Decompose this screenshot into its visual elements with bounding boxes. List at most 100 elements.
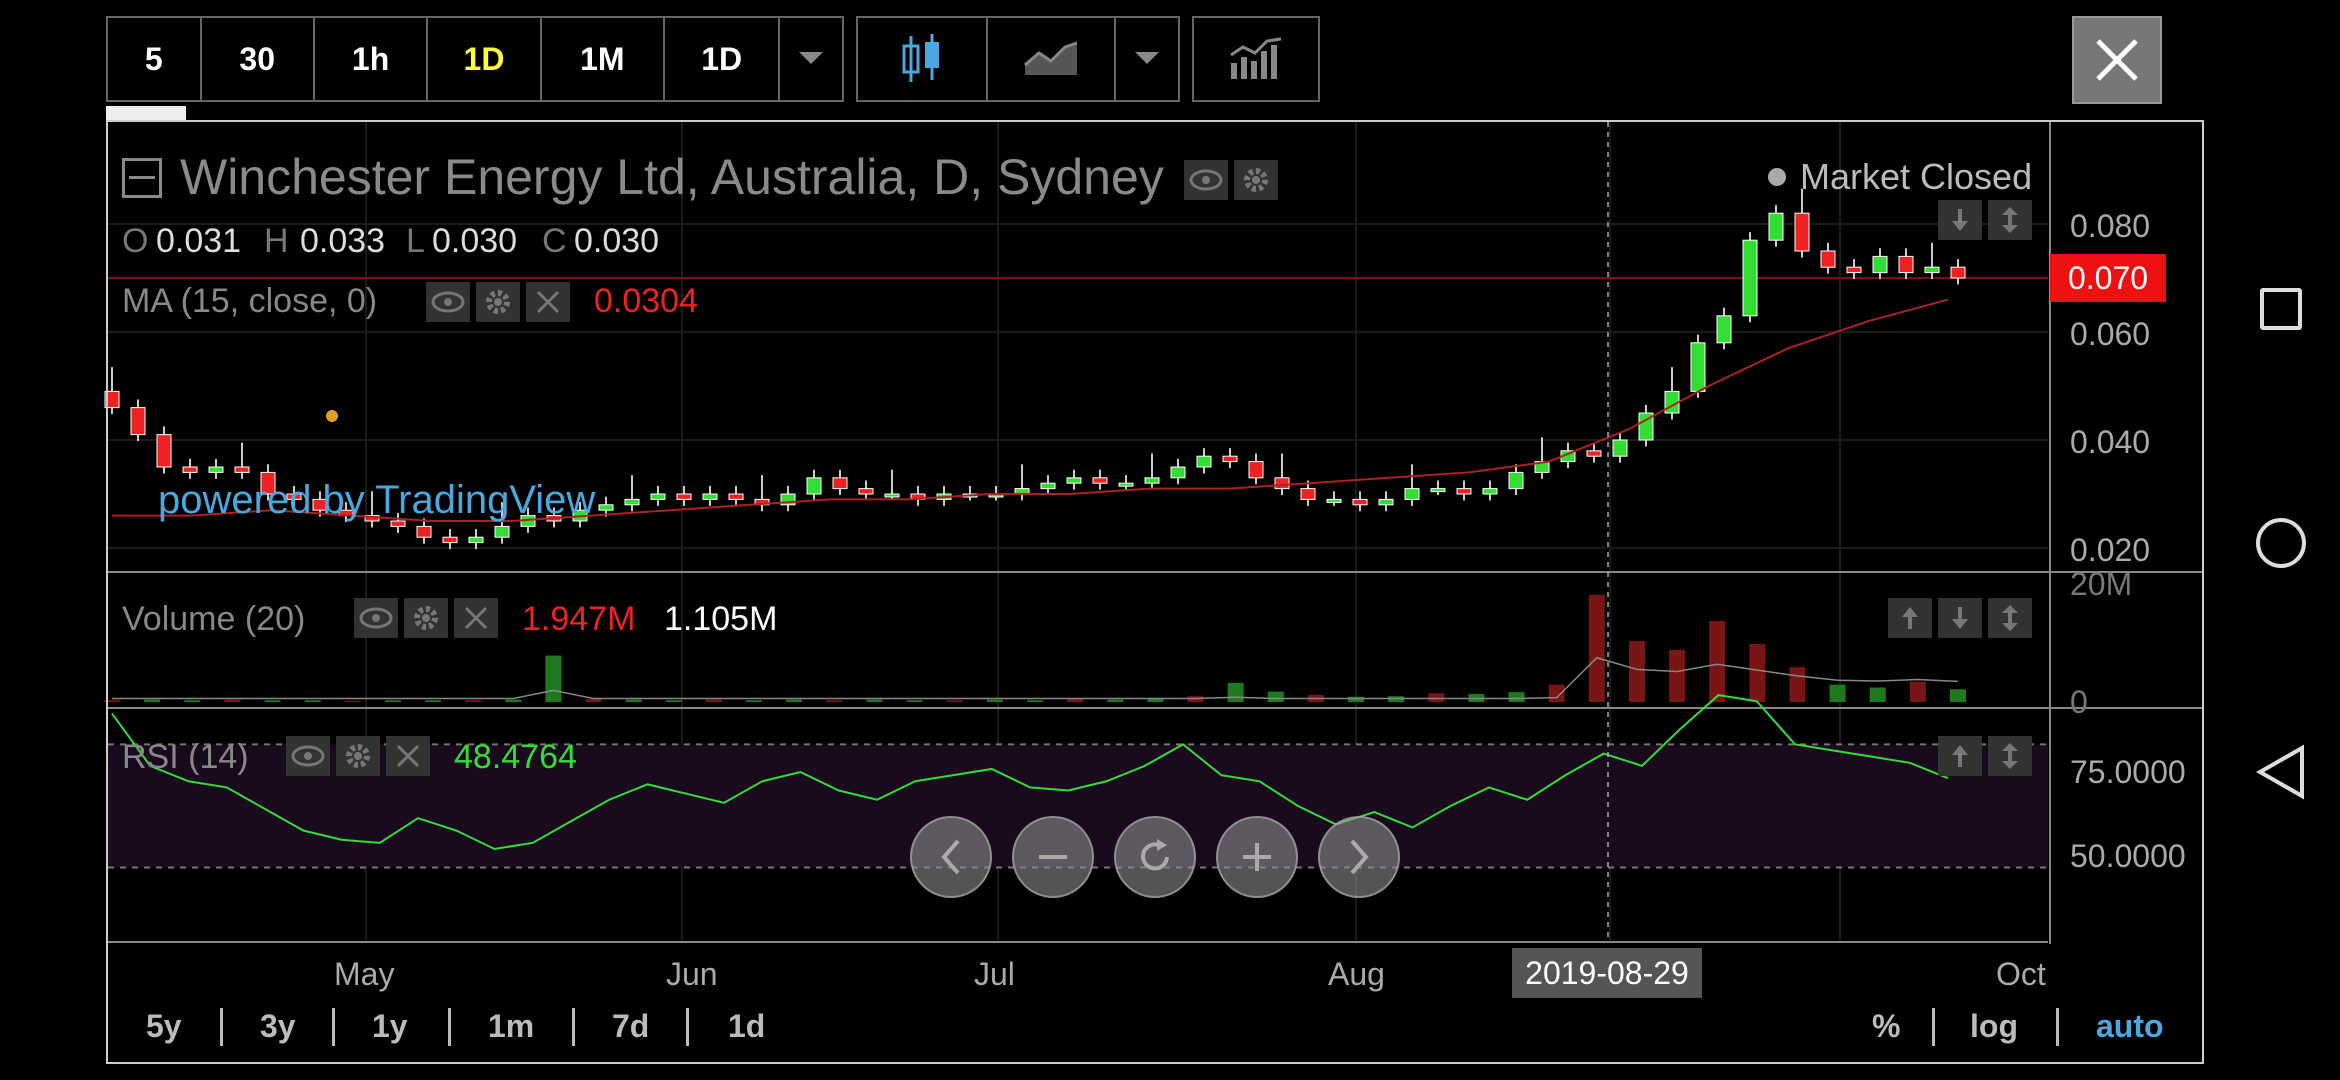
volume-bar — [826, 700, 843, 702]
area-chart-icon — [1024, 41, 1078, 75]
chevron-down-icon — [799, 52, 824, 64]
range-1m[interactable]: 1m — [488, 1008, 535, 1044]
volume-tick: 20M — [2070, 566, 2133, 602]
zoom-out-button[interactable] — [1012, 816, 1094, 898]
volume-bar — [1829, 684, 1846, 702]
maximize-pane-icon[interactable] — [1988, 598, 2032, 638]
remove-icon[interactable] — [526, 282, 570, 322]
maximize-pane-icon[interactable] — [1988, 200, 2032, 240]
volume-bar — [224, 699, 241, 702]
candle-body — [1222, 455, 1238, 463]
chevron-right-icon — [1350, 839, 1369, 875]
home-button[interactable] — [2256, 518, 2306, 568]
volume-bar — [344, 700, 361, 702]
gear-icon[interactable] — [336, 736, 380, 776]
volume-bar — [104, 700, 120, 702]
eye-icon[interactable] — [354, 598, 398, 638]
remove-icon[interactable] — [386, 736, 430, 776]
style-dropdown[interactable] — [1116, 18, 1178, 100]
candle-body — [1170, 466, 1186, 479]
range-3y[interactable]: 3y — [260, 1008, 296, 1044]
volume-bar — [746, 700, 763, 702]
maximize-pane-icon[interactable] — [1988, 736, 2032, 776]
divider — [448, 1008, 451, 1046]
price-chart[interactable] — [0, 0, 2220, 1080]
volume-bar — [1709, 620, 1726, 702]
indicators-button[interactable] — [1194, 18, 1318, 100]
interval-1h[interactable]: 1h — [315, 18, 429, 100]
line-style-button[interactable] — [988, 18, 1116, 100]
interval-5[interactable]: 5 — [108, 18, 202, 100]
volume-bar — [1027, 700, 1043, 702]
candle-body — [130, 407, 146, 436]
reset-button[interactable] — [1114, 816, 1196, 898]
high-value: 0.033 — [300, 222, 386, 260]
close-value: 0.030 — [574, 222, 660, 260]
volume-bar — [465, 700, 482, 702]
scroll-left-button[interactable] — [910, 816, 992, 898]
scroll-right-button[interactable] — [1318, 816, 1400, 898]
volume-bar — [1508, 692, 1525, 702]
candles-style-button[interactable] — [858, 18, 988, 100]
time-tick: May — [334, 956, 395, 992]
move-up-icon[interactable] — [1888, 598, 1932, 638]
remove-icon[interactable] — [454, 598, 498, 638]
move-up-icon[interactable] — [1938, 736, 1982, 776]
gear-icon[interactable] — [476, 282, 520, 322]
chart-frame — [106, 120, 2204, 1064]
last-price-badge: 0.070 — [2050, 254, 2166, 302]
candle-body — [1378, 498, 1394, 506]
rsi-value: 48.4764 — [454, 738, 577, 776]
volume-bar — [1588, 594, 1605, 702]
candle-body — [1768, 212, 1784, 241]
candlestick-icon — [902, 34, 939, 82]
move-down-icon[interactable] — [1938, 598, 1982, 638]
volume-bar — [1869, 687, 1886, 702]
interval-1m[interactable]: 1M — [542, 18, 665, 100]
gear-icon[interactable] — [1234, 160, 1278, 200]
interval-1d-custom[interactable]: 1D — [665, 18, 781, 100]
candle-body — [1326, 498, 1342, 503]
range-1y[interactable]: 1y — [372, 1008, 408, 1044]
back-icon[interactable] — [2254, 744, 2308, 800]
interval-30[interactable]: 30 — [202, 18, 315, 100]
eye-icon[interactable] — [1184, 160, 1228, 200]
eye-icon[interactable] — [286, 736, 330, 776]
volume-bar — [1628, 641, 1645, 702]
volume-bar — [705, 699, 722, 702]
volume-bar — [1909, 681, 1926, 702]
reset-icon — [1141, 839, 1169, 871]
zoom-in-button[interactable] — [1216, 816, 1298, 898]
close-button[interactable] — [2072, 16, 2162, 104]
candle-body — [624, 498, 640, 506]
candle-body — [1144, 477, 1160, 484]
candle-body — [494, 525, 510, 538]
chart-scroll-handle[interactable] — [106, 106, 186, 120]
crosshair-date-badge: 2019-08-29 — [1512, 948, 1702, 998]
recents-button[interactable] — [2260, 288, 2302, 330]
move-down-icon[interactable] — [1938, 200, 1982, 240]
auto-scale-toggle[interactable]: auto — [2096, 1008, 2164, 1044]
volume-label: Volume (20) — [122, 600, 306, 638]
watermark[interactable]: powered by TradingView — [158, 478, 596, 522]
range-1d[interactable]: 1d — [728, 1008, 766, 1044]
low-label: L — [406, 222, 425, 260]
candle-body — [1508, 471, 1524, 490]
eye-icon[interactable] — [426, 282, 470, 322]
range-5y[interactable]: 5y — [146, 1008, 182, 1044]
candle-body — [1820, 250, 1836, 268]
interval-dropdown[interactable] — [780, 18, 842, 100]
percent-scale-toggle[interactable]: % — [1872, 1008, 1901, 1044]
high-label: H — [264, 222, 289, 260]
volume-bar — [184, 700, 201, 702]
volume-bar — [1267, 691, 1284, 702]
candle-body — [1300, 488, 1316, 500]
range-7d[interactable]: 7d — [612, 1008, 650, 1044]
log-scale-toggle[interactable]: log — [1970, 1008, 2018, 1044]
gear-icon[interactable] — [404, 598, 448, 638]
price-tick: 0.060 — [2070, 316, 2151, 352]
candle-body — [1872, 255, 1888, 274]
interval-1d[interactable]: 1D — [428, 18, 542, 100]
market-status: Market Closed — [1800, 156, 2033, 197]
collapse-legend-icon[interactable] — [122, 158, 162, 198]
